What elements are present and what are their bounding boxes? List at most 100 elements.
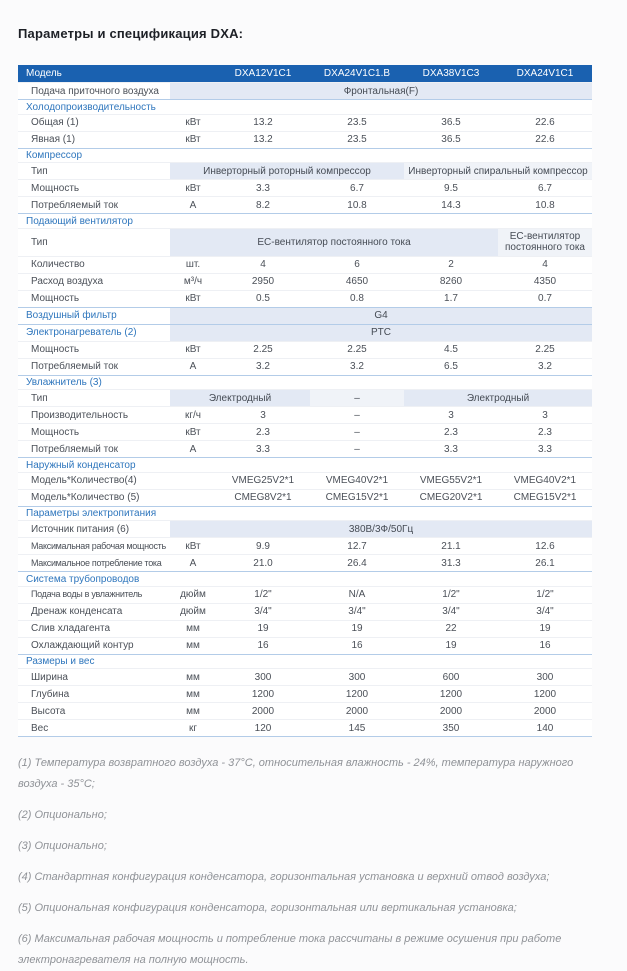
- cell-value: 1200: [404, 685, 498, 703]
- cell-value: 36.5: [404, 114, 498, 131]
- table-row: Подача воды в увлажнитель дюйм 1/2" N/A 1/2"…: [18, 586, 592, 603]
- cell-value: 2000: [310, 702, 404, 720]
- row-unit: А: [170, 196, 216, 214]
- span-cell: PTC: [170, 324, 592, 341]
- cell-value: 26.1: [498, 554, 592, 572]
- table-row: Подающий вентилятор: [18, 213, 592, 228]
- cell-value: 23.5: [310, 114, 404, 131]
- cell-value: 3/4": [498, 603, 592, 620]
- section-label: Подающий вентилятор: [18, 213, 592, 228]
- cell-value: 2.25: [216, 341, 310, 358]
- row-unit: кВт: [170, 290, 216, 307]
- cell-value: 16: [216, 637, 310, 654]
- cell-value: CMEG20V2*1: [404, 489, 498, 506]
- row-unit: мм: [170, 668, 216, 686]
- cell-value: 1200: [498, 685, 592, 703]
- row-label: Тип: [18, 389, 170, 407]
- cell-value: VMEG40V2*1: [310, 472, 404, 489]
- cell-value: 21.0: [216, 554, 310, 572]
- cell-value: 21.1: [404, 537, 498, 555]
- row-label: Дренаж конденсата: [18, 603, 170, 620]
- row-label: Высота: [18, 702, 170, 720]
- cell-value: 13.2: [216, 114, 310, 131]
- section-label: Воздушный фильтр: [18, 307, 170, 324]
- cell-value: 1/2": [404, 586, 498, 603]
- row-label: Расход воздуха: [18, 273, 170, 290]
- cell-value: 2: [404, 256, 498, 273]
- cell-value: 1.7: [404, 290, 498, 307]
- row-label: Источник питания (6): [18, 520, 170, 538]
- row-unit: дюйм: [170, 603, 216, 620]
- cell-value: 3/4": [216, 603, 310, 620]
- row-label: Мощность: [18, 290, 170, 307]
- cell-value: 1200: [310, 685, 404, 703]
- spec-table-body: Подача приточного воздуха Фронтальная(F) Х…: [18, 82, 592, 737]
- table-row: Подача приточного воздуха Фронтальная(F): [18, 82, 592, 100]
- table-row: Мощность кВт 2.3–2.3 2.3: [18, 423, 592, 441]
- cell-value: 19: [404, 637, 498, 654]
- cell-value: 3.3: [216, 179, 310, 197]
- row-label: Модель*Количество(4): [18, 472, 170, 489]
- cell-value: 2000: [498, 702, 592, 720]
- row-unit: кВт: [170, 537, 216, 555]
- span-cell: Инверторный спиральный компрессор: [404, 162, 592, 180]
- row-label: Вес: [18, 719, 170, 737]
- row-unit: кВт: [170, 114, 216, 131]
- cell-value: N/A: [310, 586, 404, 603]
- row-label: Подача приточного воздуха: [18, 82, 170, 100]
- cell-value: 19: [216, 620, 310, 637]
- cell-value: 31.3: [404, 554, 498, 572]
- cell-value: –: [310, 423, 404, 441]
- cell-value: 3: [404, 406, 498, 424]
- cell-value: 4350: [498, 273, 592, 290]
- cell-value: 120: [216, 719, 310, 737]
- cell-value: 10.8: [498, 196, 592, 214]
- row-unit: шт.: [170, 256, 216, 273]
- row-unit: кВт: [170, 423, 216, 441]
- cell-value: 22: [404, 620, 498, 637]
- row-unit: кВт: [170, 131, 216, 148]
- row-unit: А: [170, 440, 216, 458]
- table-row: Источник питания (6) 380В/3Ф/50Гц: [18, 520, 592, 538]
- span-cell: Инверторный роторный компрессор: [170, 162, 404, 180]
- cell-value: 12.7: [310, 537, 404, 555]
- table-row: Максимальное потребление тока А 21.0 26.4 31…: [18, 554, 592, 572]
- cell-value: 3: [216, 406, 310, 424]
- cell-value: 6: [310, 256, 404, 273]
- table-row: Увлажнитель (3): [18, 374, 592, 390]
- cell-value: 14.3: [404, 196, 498, 214]
- table-row: Компрессор: [18, 147, 592, 163]
- row-unit: А: [170, 358, 216, 375]
- table-row: Воздушный фильтр G4: [18, 307, 592, 324]
- cell-value: 4650: [310, 273, 404, 290]
- cell-value: 4: [498, 256, 592, 273]
- row-unit: кВт: [170, 179, 216, 197]
- table-row: Ширина мм 300 300 600 300: [18, 668, 592, 686]
- table-row: Мощность кВт 3.3 6.7 9.5 6.7: [18, 179, 592, 197]
- cell-value: CMEG15V2*1: [310, 489, 404, 506]
- span-cell: ЕС-вентилятор постоянного тока: [498, 228, 592, 256]
- cell-value: 6.7: [498, 179, 592, 197]
- cell-value: 3/4": [404, 603, 498, 620]
- footnote: (5) Опциональная конфигурация конденсато…: [18, 902, 517, 914]
- row-label: Максимальное потребление тока: [18, 554, 170, 572]
- cell-value: 19: [310, 620, 404, 637]
- row-unit: мм: [170, 620, 216, 637]
- cell-value: 10.8: [310, 196, 404, 214]
- row-unit: мм: [170, 685, 216, 703]
- row-label: Модель*Количество (5): [18, 489, 170, 506]
- cell-value: 3.3: [404, 440, 498, 458]
- cell-value: 3/4": [310, 603, 404, 620]
- row-label: Охлаждающий контур: [18, 637, 170, 654]
- cell-value: 2.25: [310, 341, 404, 358]
- table-row: Система трубопроводов: [18, 571, 592, 586]
- cell-value: 2000: [216, 702, 310, 720]
- section-label: Электронагреватель (2): [18, 324, 170, 341]
- cell-value: CMEG15V2*1: [498, 489, 592, 506]
- table-row: Параметры электропитания: [18, 505, 592, 521]
- table-row: Тип Инверторный роторный компрессор Инверт…: [18, 162, 592, 180]
- table-row: Охлаждающий контур мм 16 16 19 16: [18, 637, 592, 654]
- span-cell: G4: [170, 307, 592, 324]
- cell-value: 0.5: [216, 290, 310, 307]
- footnote: (2) Опционально;: [18, 809, 107, 821]
